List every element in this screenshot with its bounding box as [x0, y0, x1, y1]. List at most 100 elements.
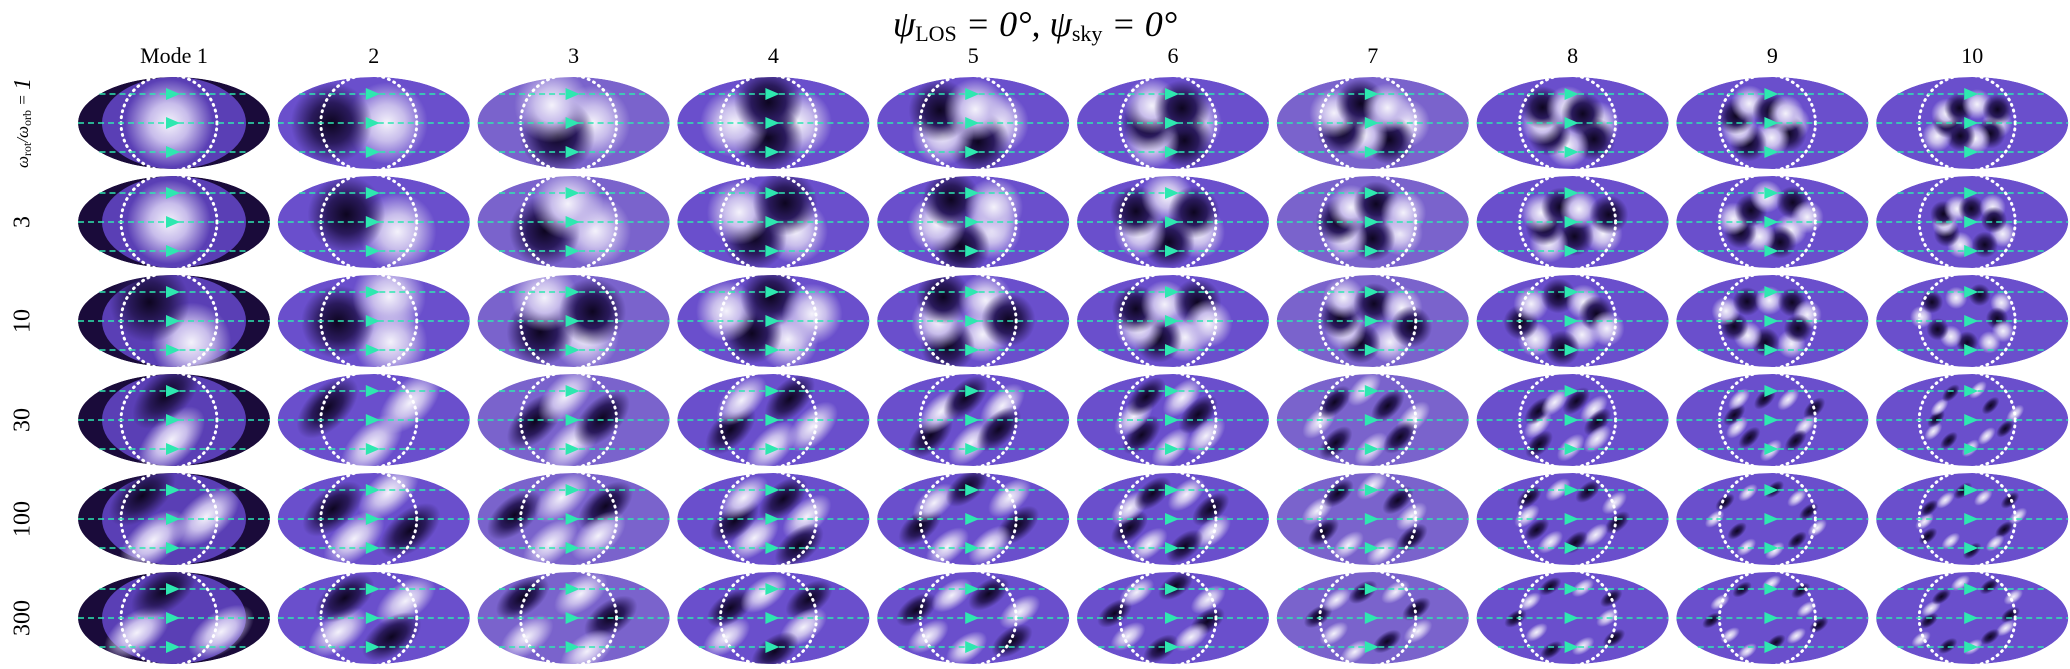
track-arrow [765, 513, 780, 525]
track-arrow [1165, 542, 1179, 554]
map-blob [108, 473, 176, 527]
track-arrow [1165, 245, 1179, 257]
map-blob [1971, 231, 1998, 258]
track-arrow [365, 414, 380, 426]
title-part: LOS [915, 21, 957, 46]
map-blob [781, 283, 843, 345]
map-blob [1395, 502, 1428, 531]
column-label: 9 [1767, 43, 1778, 68]
row-label: 300 [10, 600, 36, 636]
map-blob [758, 476, 808, 522]
map-blob [787, 401, 838, 452]
map-blob [1382, 486, 1414, 515]
track-arrow [565, 88, 580, 100]
map-blob [1991, 319, 2015, 343]
map-blob [1927, 409, 1945, 428]
track-arrow [765, 216, 780, 228]
track-arrow [965, 344, 980, 356]
map-blob [1580, 395, 1608, 423]
map-blob [981, 292, 1036, 348]
map-blob [1962, 542, 1982, 560]
map-blob [1791, 582, 1811, 599]
track-arrow [765, 187, 780, 199]
map-blob [358, 473, 419, 521]
map-blob [1736, 538, 1757, 556]
map-blob [1726, 416, 1749, 439]
track-arrow [365, 583, 380, 595]
track-arrow [765, 146, 780, 158]
track-arrow [1764, 344, 1779, 356]
track-arrow [1165, 641, 1179, 653]
map-blob [1777, 388, 1800, 411]
track-arrow [365, 315, 380, 327]
map-blob [1930, 398, 1949, 417]
map [277, 374, 470, 466]
figure-title: ψLOS = 0°, ψsky = 0° [893, 4, 1177, 46]
map-blob [1575, 480, 1601, 503]
track-arrow [765, 414, 780, 426]
track-arrow [1564, 641, 1579, 653]
map-blob [751, 631, 799, 664]
track-arrow [965, 443, 980, 455]
map-blob [119, 509, 187, 565]
map-blob [1571, 578, 1595, 598]
track-arrow [1964, 385, 1979, 397]
track-arrow [1364, 286, 1379, 298]
map-blob [1371, 389, 1405, 423]
map-blob [323, 511, 385, 565]
track-arrow [965, 641, 980, 653]
track-arrow [1165, 286, 1179, 298]
map-blob [532, 176, 604, 240]
row-label-part: = [13, 90, 32, 110]
track-arrow [1165, 216, 1179, 228]
track-arrow [166, 641, 180, 653]
track-arrow [166, 484, 180, 496]
track-arrow [365, 286, 380, 298]
track-arrow [765, 344, 780, 356]
map-blob [1601, 491, 1627, 515]
map-blob [964, 177, 1024, 237]
map-blob [1786, 627, 1806, 644]
track-arrow [565, 117, 580, 129]
track-arrow [1564, 216, 1579, 228]
map-blob [1193, 514, 1231, 549]
track-arrow [965, 88, 980, 100]
map-blob [1514, 504, 1540, 528]
track-arrow [765, 443, 780, 455]
map-blob [1583, 523, 1609, 547]
track-arrow [565, 245, 580, 257]
track-arrow [166, 542, 180, 554]
track-arrow [1764, 245, 1779, 257]
track-arrow [365, 385, 380, 397]
map-blob [1583, 424, 1611, 453]
column-label: Mode 1 [140, 43, 208, 68]
title-part: = 0° [1102, 4, 1177, 44]
map-blob [500, 615, 554, 660]
map-blob [1996, 419, 2014, 438]
track-arrow [565, 641, 580, 653]
track-arrow [166, 443, 180, 455]
track-arrow [965, 216, 980, 228]
track-arrow [365, 216, 380, 228]
track-arrow [565, 385, 580, 397]
track-arrow [1564, 286, 1579, 298]
track-arrow [1764, 484, 1779, 496]
track-arrow [1165, 484, 1179, 496]
map-blob [1702, 612, 1722, 629]
track-arrow [965, 315, 980, 327]
track-arrow [1764, 641, 1779, 653]
map-blob [1969, 380, 1987, 399]
map-blob [729, 515, 779, 561]
column-label: 8 [1567, 43, 1578, 68]
map-blob [1134, 476, 1172, 511]
track-arrow [965, 612, 980, 624]
map-blob [1571, 636, 1595, 656]
map-blob [1710, 594, 1730, 610]
track-arrow [1165, 344, 1179, 356]
track-arrow [1764, 146, 1779, 158]
track-arrow [1964, 216, 1979, 228]
track-arrow [166, 344, 180, 356]
map-blob [1322, 588, 1351, 612]
map-blob [774, 523, 824, 565]
track-arrow [965, 414, 980, 426]
